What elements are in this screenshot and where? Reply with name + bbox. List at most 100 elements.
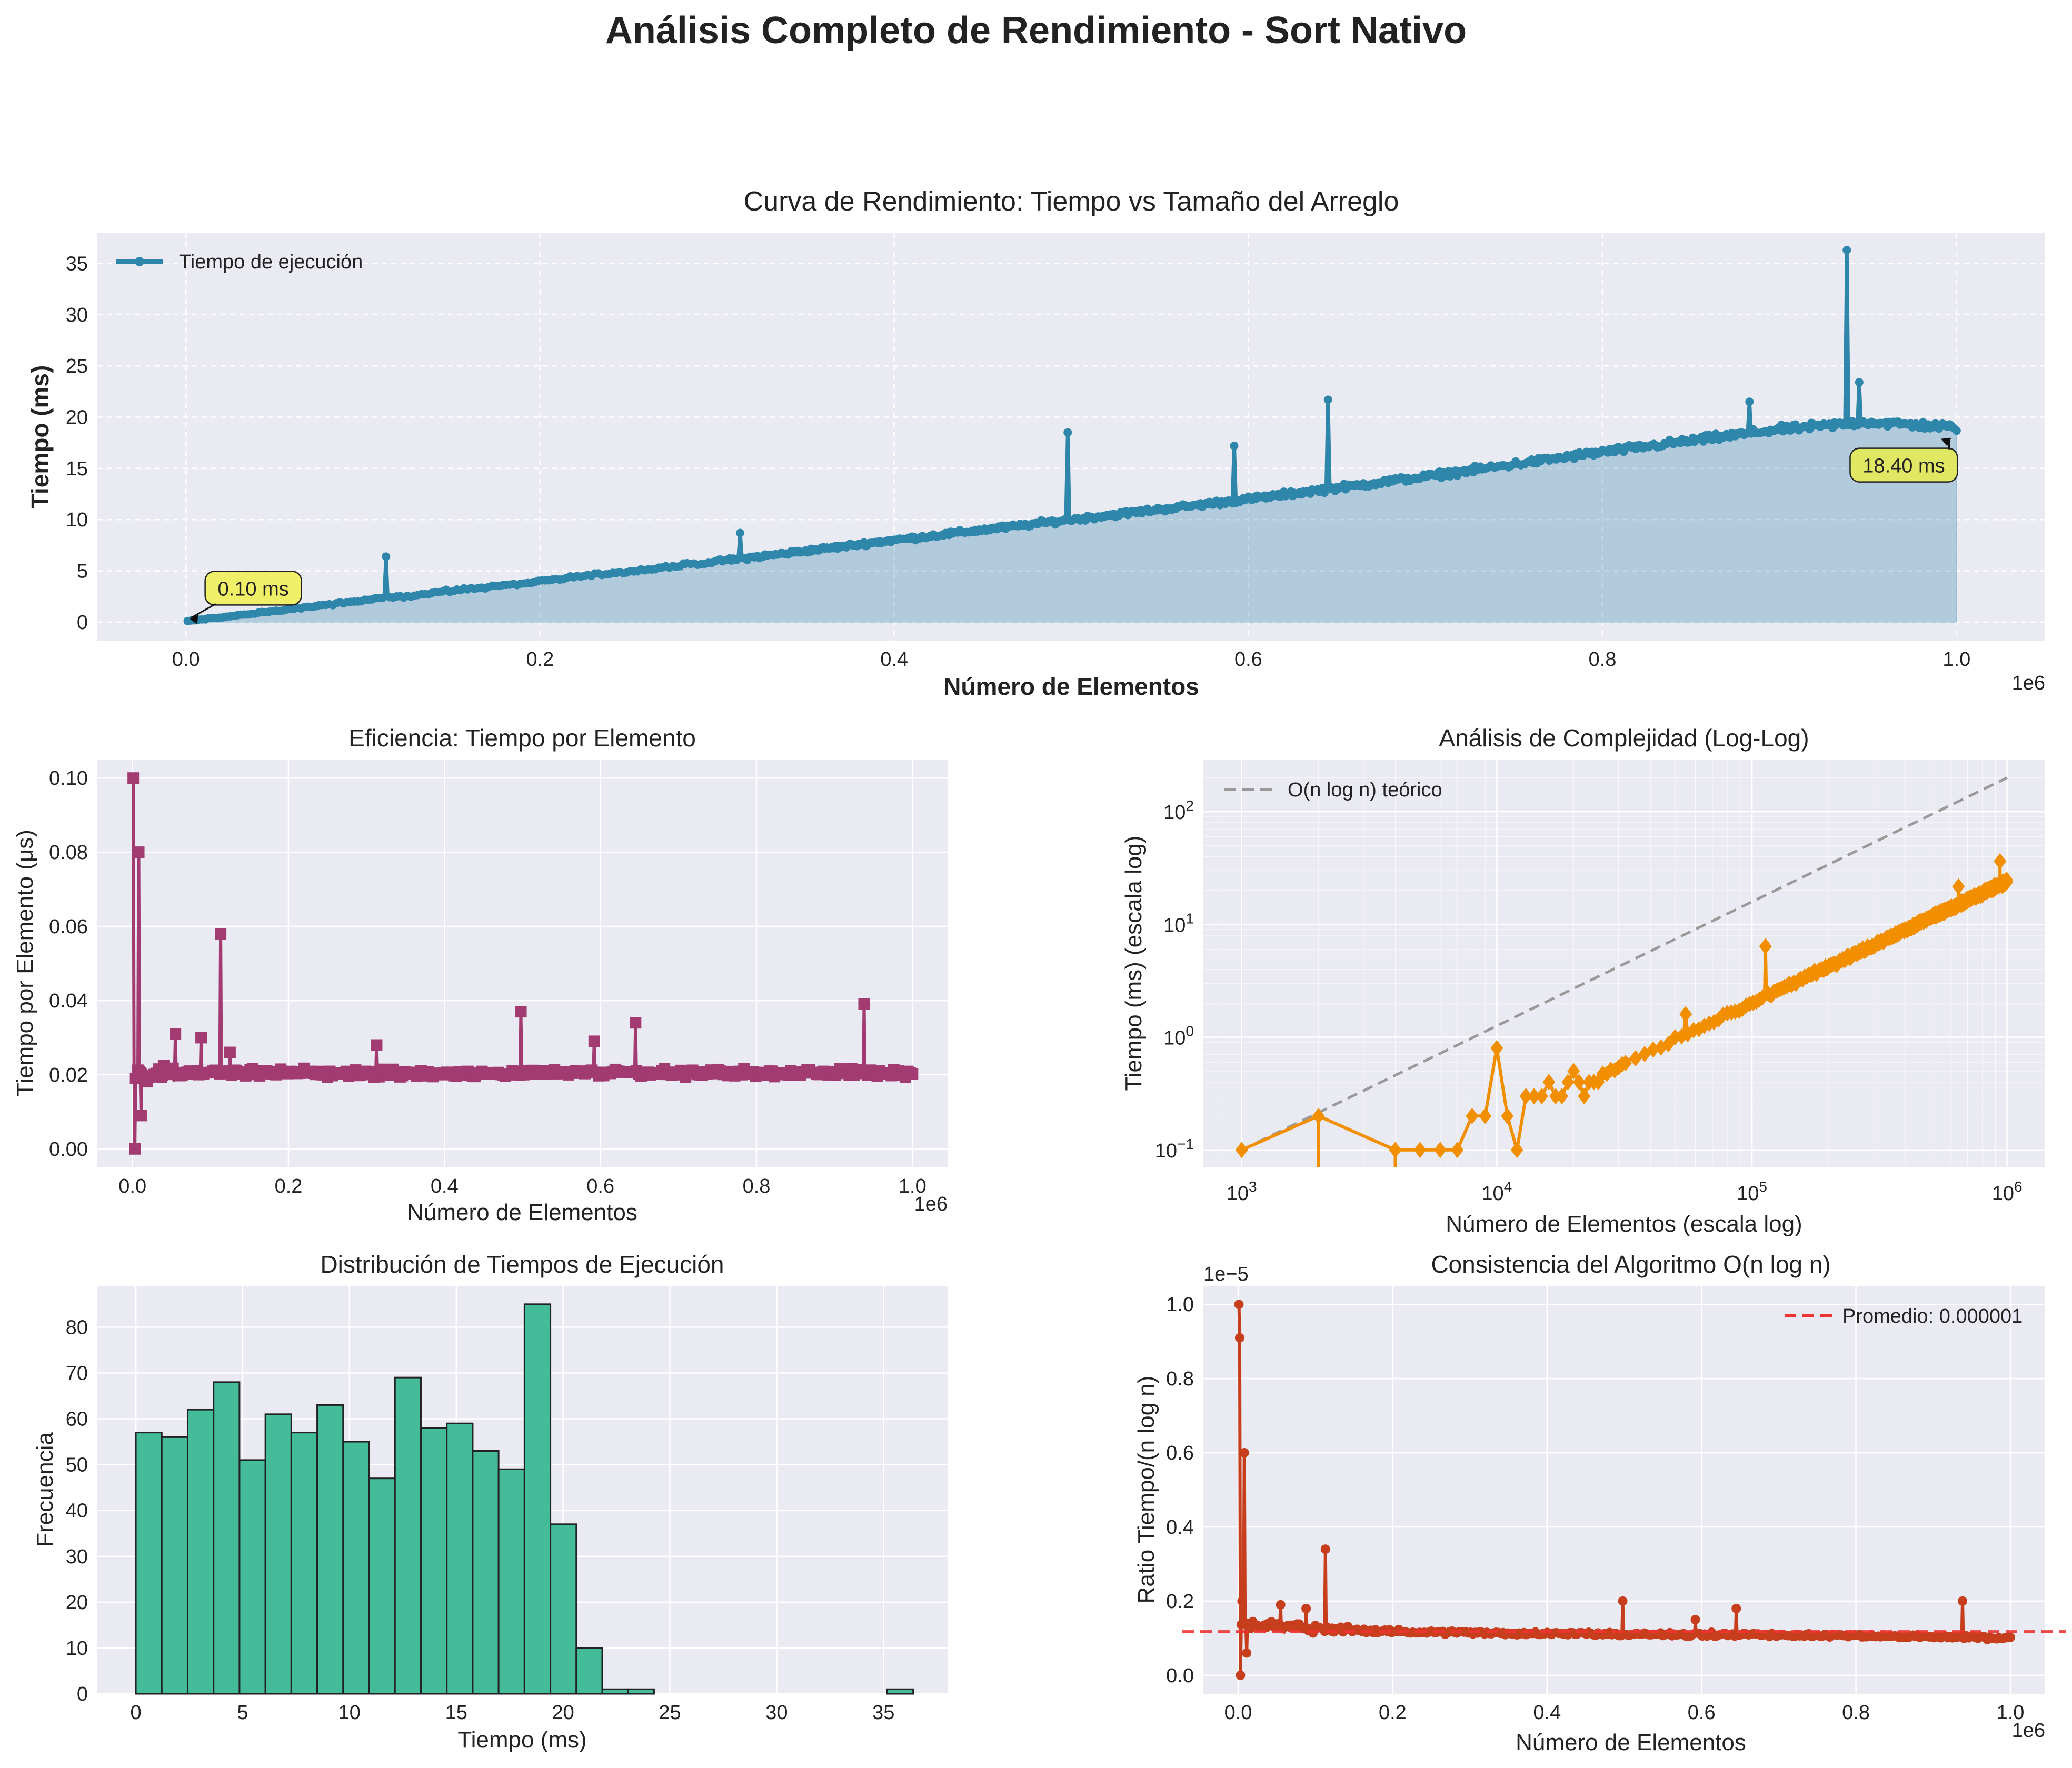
data-point: [1389, 1142, 1402, 1158]
data-point: [1239, 1448, 1249, 1458]
tick-label: 0.0: [1224, 1702, 1252, 1724]
panel-title: Distribución de Tiempos de Ejecución: [320, 1251, 724, 1278]
histogram-bar: [446, 1422, 474, 1695]
tick-label: 30: [66, 304, 88, 326]
data-point: [1679, 1006, 1692, 1023]
annotation-box: [1849, 447, 1958, 483]
tick-label: 0.06: [49, 916, 88, 938]
tick-label: 0.0: [1166, 1665, 1194, 1687]
tick-label: 15: [445, 1702, 467, 1724]
x-axis-label: Número de Elementos: [1516, 1730, 1746, 1755]
histogram-bar: [213, 1381, 241, 1695]
data-point: [1756, 989, 1769, 1006]
histogram-bar: [601, 1688, 629, 1695]
data-point: [1655, 1039, 1668, 1056]
tick-label: 1.0: [899, 1175, 927, 1197]
histogram-bar: [135, 1432, 163, 1695]
tick-label: 0.8: [1166, 1368, 1194, 1390]
tick-label: 0: [77, 1683, 88, 1705]
data-point: [588, 1035, 600, 1047]
x-offset-label: 1e6: [2012, 1720, 2045, 1742]
legend-label: Tiempo de ejecución: [179, 251, 363, 273]
tick-label: 40: [66, 1500, 88, 1522]
data-point: [1510, 1142, 1523, 1158]
data-point: [1501, 1107, 1514, 1124]
tick-label: 15: [66, 458, 88, 480]
tick-label: 101: [1163, 910, 1194, 936]
data-point: [382, 552, 391, 561]
data-point: [1433, 1142, 1447, 1158]
panel-title: Consistencia del Algoritmo O(n log n): [1431, 1251, 1830, 1278]
y-axis-label: Frecuencia: [32, 1432, 58, 1547]
tick-label: 105: [1737, 1178, 1767, 1205]
data-point: [1479, 1107, 1492, 1124]
annotation-label: 0.10 ms: [218, 578, 289, 600]
data-point: [1662, 1036, 1675, 1053]
tick-label: 10: [66, 509, 88, 531]
data-point: [1855, 378, 1864, 387]
annotation-arrow: [190, 603, 216, 619]
data-point: [906, 1067, 919, 1080]
legend: Tiempo de ejecución: [116, 251, 363, 273]
x-offset-label: 1e6: [914, 1193, 948, 1215]
tick-label: 1.0: [1166, 1294, 1194, 1316]
data-point: [1572, 1074, 1586, 1091]
histogram-bar: [394, 1376, 422, 1695]
data-point: [1063, 428, 1072, 437]
data-point: [1230, 442, 1239, 451]
tick-label: 25: [66, 355, 88, 377]
tick-label: 25: [659, 1702, 681, 1724]
data-point: [1451, 1142, 1464, 1158]
tick-label: 80: [66, 1316, 88, 1339]
tick-label: 30: [66, 1546, 88, 1568]
data-point: [129, 1143, 141, 1155]
data-point: [1236, 1670, 1246, 1680]
data-point: [1235, 1142, 1248, 1158]
tick-label: 5: [77, 561, 88, 583]
tick-label: 30: [765, 1702, 788, 1724]
plot-area: [97, 760, 948, 1167]
data-point: [1690, 1615, 1700, 1625]
histogram-panel: 0 5 10 15 20 25 30 35 0 10 20 30 40 50 60 70 80 Distribu…: [32, 1251, 948, 1753]
x-axis-label: Número de Elementos: [943, 673, 1199, 700]
tick-label: 0.00: [49, 1138, 88, 1161]
histogram-bar: [186, 1409, 215, 1695]
tick-label: 103: [1227, 1178, 1257, 1205]
data-point: [1759, 938, 1772, 955]
tick-label: 0.4: [1166, 1516, 1194, 1539]
data-point: [127, 772, 140, 784]
data-point: [1466, 1107, 1479, 1124]
efficiency-panel: 0.0 0.2 0.4 0.6 0.8 1.0 0.00 0.02 0.04 0.06 0.08 0.…: [12, 724, 948, 1225]
histogram-bar: [342, 1441, 370, 1695]
legend: O(n log n) teórico: [1224, 779, 1442, 801]
data-point: [1619, 1055, 1632, 1072]
tick-label: 50: [66, 1454, 88, 1476]
data-point: [1567, 1063, 1580, 1080]
complexity-panel: 103 104 105 106 10−1 100 101 102 Análisis de Co…: [1121, 724, 2045, 1237]
histogram-bar: [575, 1647, 603, 1695]
data-point: [1561, 1074, 1575, 1091]
histogram-bar: [472, 1450, 500, 1695]
data-point: [224, 1046, 236, 1058]
tick-label: 5: [237, 1702, 248, 1724]
y-axis-label: Tiempo (ms) (escala log): [1121, 836, 1147, 1091]
tick-label: 102: [1163, 797, 1194, 824]
tick-label: 10−1: [1155, 1136, 1194, 1162]
tick-label: 0.02: [49, 1064, 88, 1086]
tick-label: 1.0: [1997, 1702, 2025, 1724]
tick-label: 0.08: [49, 842, 88, 864]
tick-label: 0.8: [1842, 1702, 1870, 1724]
y-axis-label: Ratio Tiempo/(n log n): [1133, 1376, 1159, 1604]
data-point: [630, 1017, 642, 1029]
data-point: [1276, 1600, 1286, 1610]
data-point: [858, 998, 870, 1010]
data-point: [1638, 1045, 1651, 1063]
x-axis-label: Número de Elementos (escala log): [1446, 1211, 1802, 1237]
data-point: [1242, 1648, 1252, 1658]
tick-label: 0.6: [1234, 648, 1262, 671]
tick-label: 104: [1481, 1178, 1512, 1205]
tick-label: 0.10: [49, 767, 88, 790]
tick-label: 0.8: [1589, 648, 1617, 671]
data-point: [1707, 1014, 1720, 1031]
